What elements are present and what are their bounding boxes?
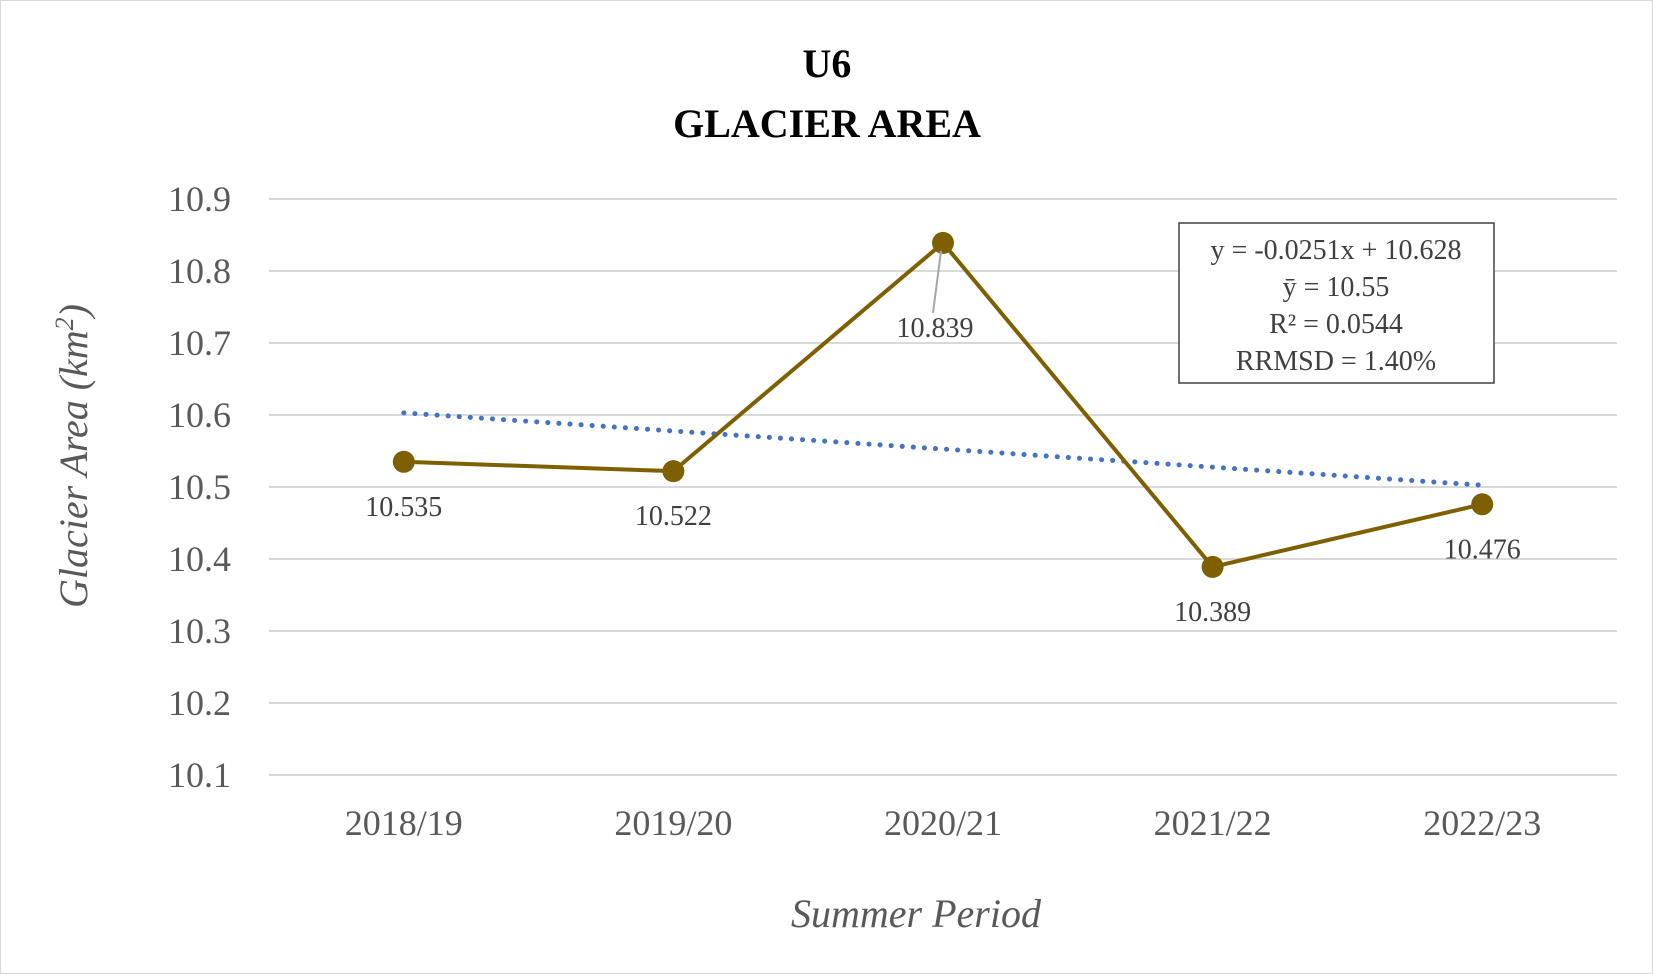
y-tick-label: 10.9 xyxy=(168,179,231,219)
r-squared: R² = 0.0544 xyxy=(1269,309,1403,340)
y-tick-label: 10.6 xyxy=(168,395,231,435)
data-label: 10.389 xyxy=(1174,597,1251,628)
data-label: 10.839 xyxy=(897,313,974,344)
trendline xyxy=(401,410,1485,488)
y-tick-label: 10.3 xyxy=(168,611,231,651)
data-point-marker xyxy=(932,231,954,254)
y-tick-label: 10.8 xyxy=(168,251,231,291)
gridlines xyxy=(269,198,1617,776)
trendline-path xyxy=(401,410,1485,488)
chart-title-line-1: U6 xyxy=(803,41,852,86)
trendline-stats-box: y = -0.0251x + 10.628 ȳ = 10.55 R² = 0.0… xyxy=(1178,222,1495,384)
x-tick-label: 2018/19 xyxy=(345,803,463,843)
data-point-marker xyxy=(392,450,415,473)
y-tick-label: 10.1 xyxy=(168,755,231,795)
data-point-marker xyxy=(662,460,685,483)
x-axis-tick-labels: 2018/19 2019/20 2020/21 2021/22 2022/23 xyxy=(345,803,1541,843)
data-label: 10.476 xyxy=(1444,534,1521,565)
y-axis-title: Glacier Area (km2) xyxy=(50,304,97,608)
y-tick-label: 10.7 xyxy=(168,323,231,363)
y-tick-label: 10.5 xyxy=(168,467,231,507)
series-glacier-area xyxy=(392,231,1494,578)
y-tick-label: 10.2 xyxy=(168,683,231,723)
data-label-leader-line xyxy=(932,250,942,314)
x-axis-title: Summer Period xyxy=(791,891,1042,936)
mean-value: ȳ = 10.55 xyxy=(1283,272,1390,303)
chart-title-line-2: GLACIER AREA xyxy=(673,101,981,146)
data-label: 10.522 xyxy=(635,501,712,532)
y-axis-tick-labels: 10.1 10.2 10.3 10.4 10.5 10.6 10.7 10.8 10.9 xyxy=(168,179,231,795)
rrmsd: RRMSD = 1.40% xyxy=(1236,346,1436,377)
data-point-marker xyxy=(1201,555,1224,578)
stats-box-frame xyxy=(1178,222,1495,384)
x-tick-label: 2021/22 xyxy=(1154,803,1272,843)
data-label: 10.535 xyxy=(365,492,442,523)
x-tick-label: 2020/21 xyxy=(884,803,1002,843)
y-tick-label: 10.4 xyxy=(168,539,231,579)
x-tick-label: 2022/23 xyxy=(1423,803,1541,843)
x-tick-label: 2019/20 xyxy=(614,803,732,843)
data-labels: 10.535 10.522 10.839 10.389 10.476 xyxy=(365,250,1521,628)
data-point-marker xyxy=(1471,493,1494,516)
trendline-equation: y = -0.0251x + 10.628 xyxy=(1211,235,1462,266)
